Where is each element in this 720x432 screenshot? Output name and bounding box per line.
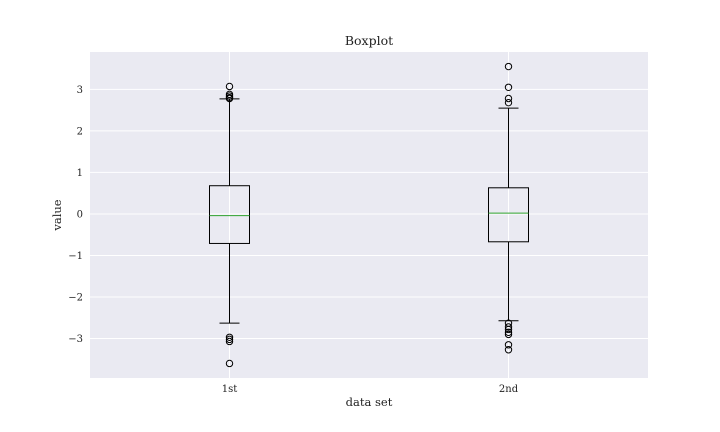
outlier-point <box>225 337 234 346</box>
plot-background <box>90 52 648 378</box>
x-tick-labels: 1st 2nd <box>222 384 519 395</box>
outlier-point <box>225 335 234 344</box>
x-tick-label: 2nd <box>499 384 519 395</box>
y-tick-label: −1 <box>68 251 83 262</box>
outlier-point <box>504 330 513 339</box>
y-tick-label: −3 <box>68 334 83 345</box>
iqr-box <box>209 185 250 244</box>
iqr-box <box>488 187 529 243</box>
box-1 <box>209 82 250 368</box>
outlier-point <box>504 346 513 354</box>
y-tick-label: 2 <box>77 126 83 137</box>
y-tick-labels: −3 −2 −1 0 1 2 3 <box>68 85 83 345</box>
box-2 <box>488 62 529 354</box>
outlier-point <box>504 325 513 334</box>
chart-title: Boxplot <box>345 33 393 48</box>
outlier-point <box>504 328 513 337</box>
outlier-point <box>504 323 513 331</box>
x-axis-label: data set <box>346 395 393 409</box>
boxes <box>209 62 529 368</box>
outlier-point <box>504 94 513 103</box>
outlier-point <box>225 359 234 368</box>
y-tick-label: 0 <box>77 209 83 220</box>
outlier-point <box>504 62 513 71</box>
outlier-point <box>504 83 513 91</box>
y-axis-label: value <box>50 199 64 231</box>
outlier-point <box>225 333 234 342</box>
outlier-point <box>225 82 234 91</box>
outlier-point <box>504 341 513 349</box>
y-tick-label: 1 <box>77 168 83 179</box>
outlier-point <box>504 98 513 107</box>
outlier-point <box>225 94 234 103</box>
y-tick-label: 3 <box>77 85 83 96</box>
x-tick-label: 1st <box>222 384 238 395</box>
grid-lines <box>90 52 648 378</box>
y-tick-label: −2 <box>68 293 83 304</box>
